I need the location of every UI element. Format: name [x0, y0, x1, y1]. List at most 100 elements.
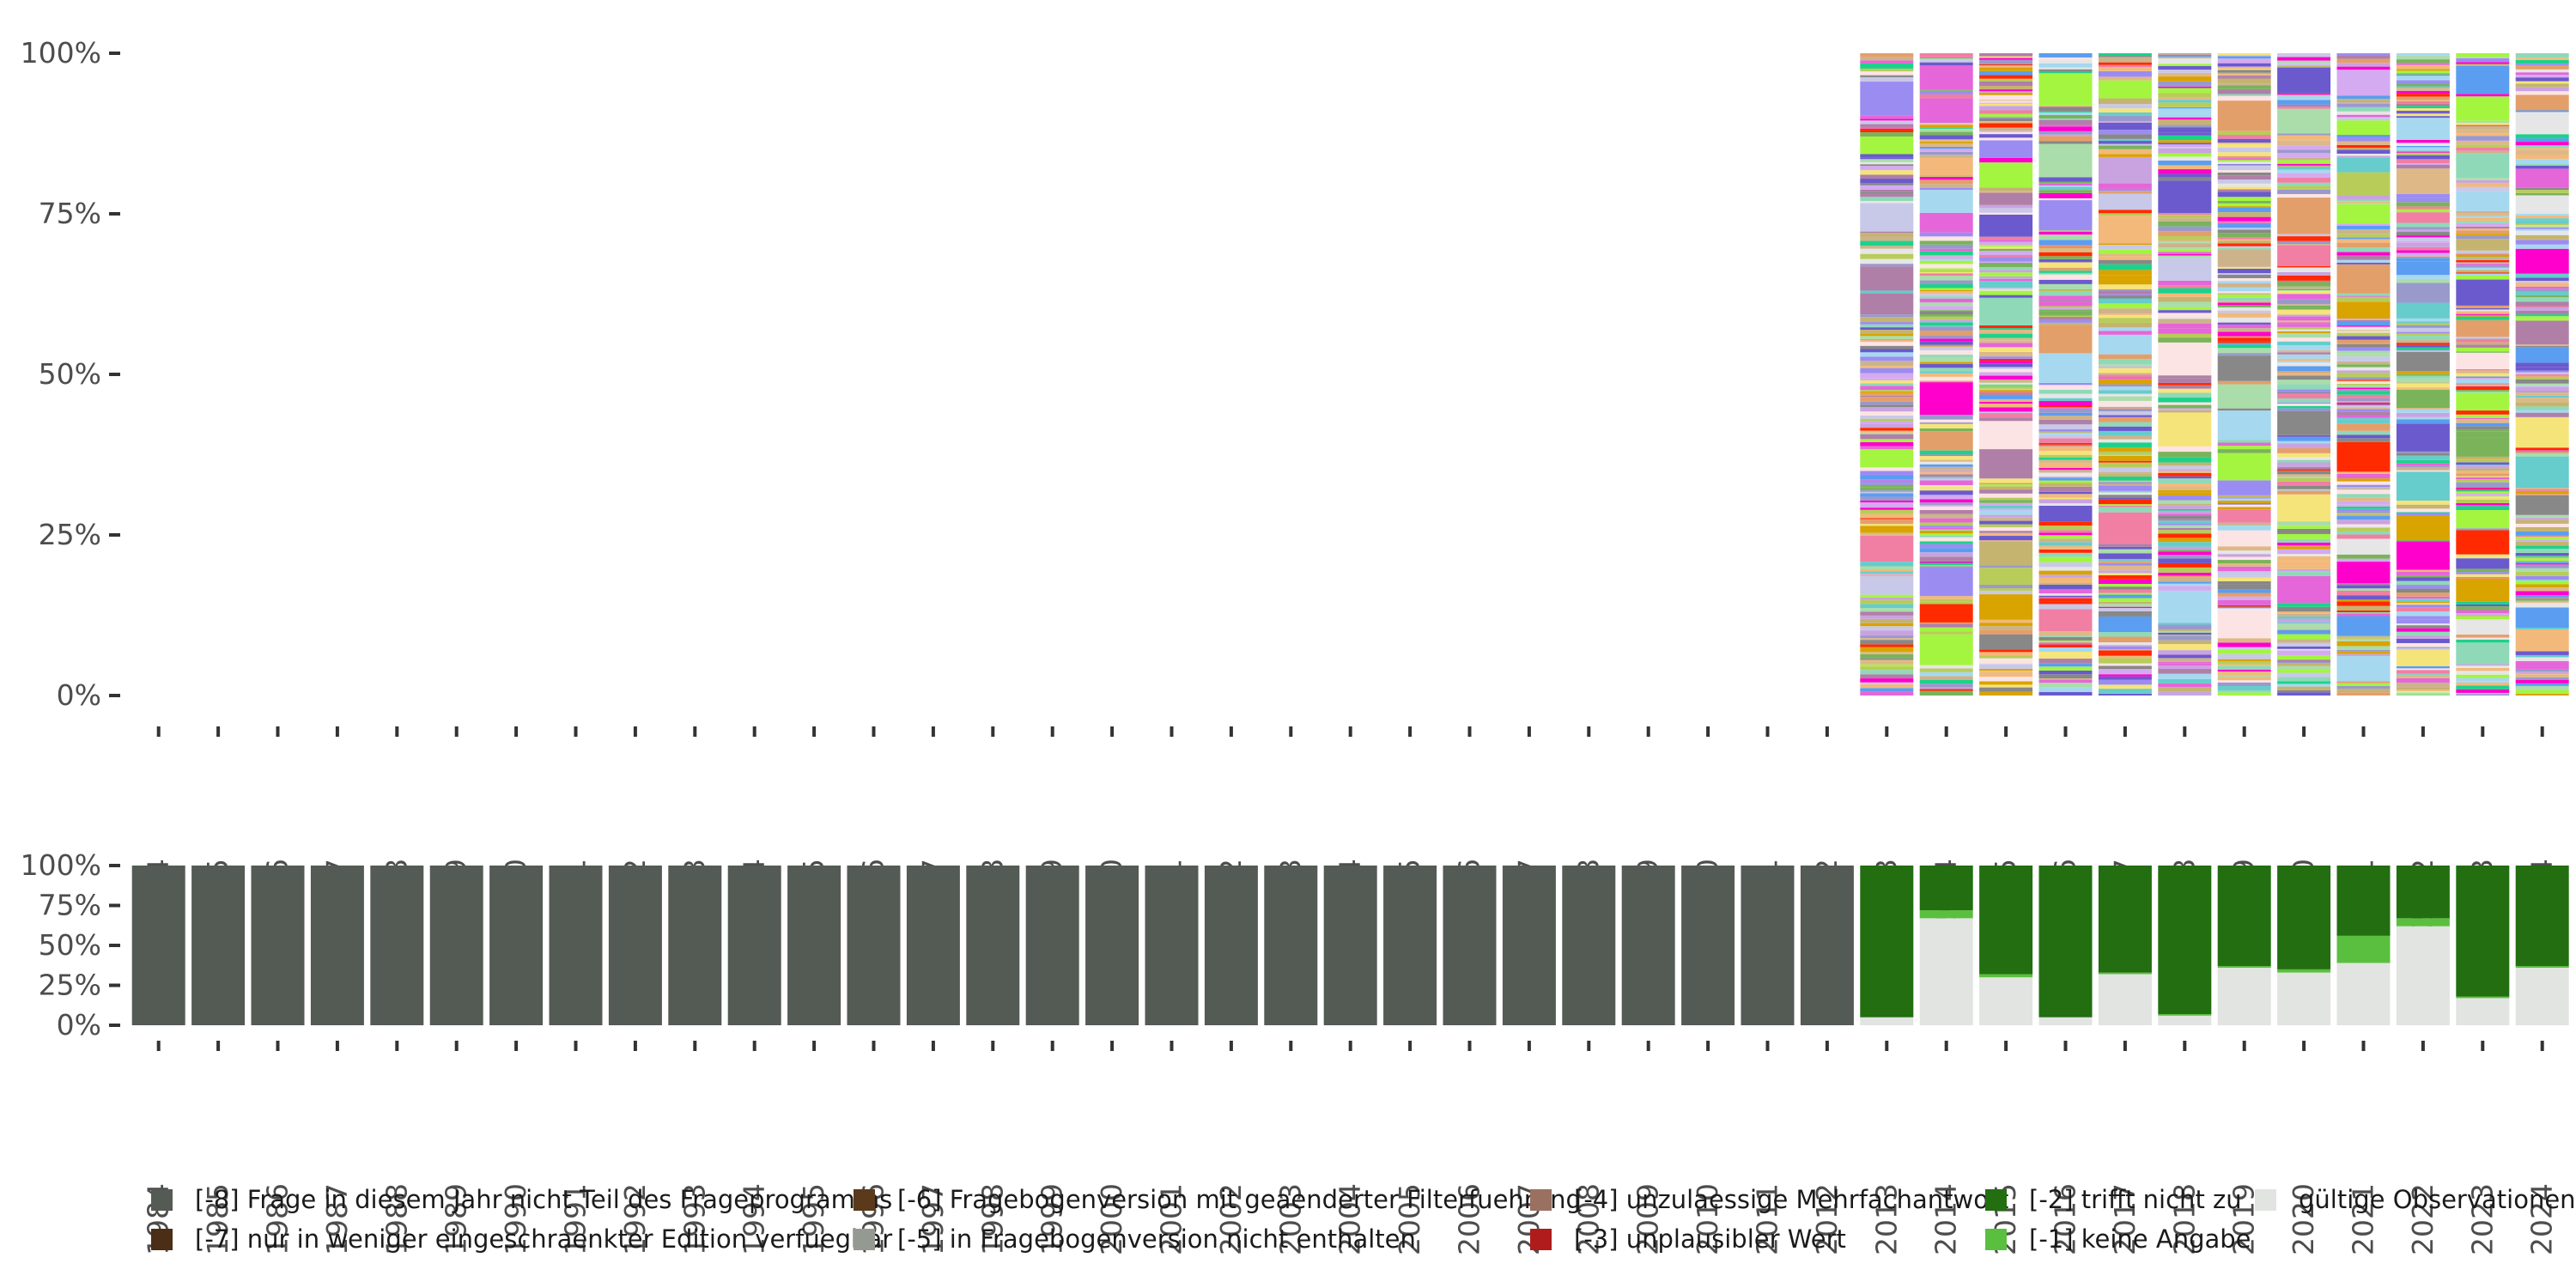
top-bar-segment	[1919, 298, 1973, 303]
top-bar-segment	[2158, 106, 2212, 109]
legend-item: gültige Observationen	[2255, 1185, 2576, 1214]
top-bar-segment	[1919, 623, 1973, 628]
top-bar-segment	[2038, 183, 2093, 186]
top-bar-segment	[2038, 200, 2093, 231]
top-bar-segment	[2098, 636, 2152, 643]
top-bar-segment	[2336, 419, 2391, 424]
top-bar-segment	[2217, 692, 2271, 696]
top-bar-segment	[1919, 212, 1973, 233]
top-bar-segment	[2456, 94, 2510, 97]
top-bar-segment	[1919, 485, 1973, 487]
top-bar-segment	[2396, 463, 2450, 466]
top-bar-segment	[2277, 639, 2331, 643]
top-bar-segment	[2515, 587, 2569, 592]
top-bar-segment	[2336, 326, 2391, 331]
top-bar-segment	[2158, 97, 2212, 100]
top-bar-segment	[2038, 270, 2093, 273]
top-bar-segment	[1860, 404, 1914, 407]
top-bar-segment	[1979, 587, 2033, 591]
top-bar-segment	[2277, 478, 2331, 482]
top-bar-segment	[2217, 328, 2271, 332]
top-bar-segment	[2038, 181, 2093, 184]
top-bar-segment	[2217, 281, 2271, 283]
top-bar-segment	[2515, 564, 2569, 568]
top-bar-segment	[2456, 222, 2510, 227]
top-bar-segment	[2038, 499, 2093, 504]
top-bar-segment	[2217, 355, 2271, 381]
top-bar-segment	[2456, 217, 2510, 222]
top-bar-segment	[1919, 127, 1973, 129]
top-bar-segment	[1919, 676, 1973, 680]
top-bar-segment	[2277, 575, 2331, 604]
top-bar-segment	[2217, 147, 2271, 153]
top-bar-segment	[2098, 138, 2152, 142]
top-bar-segment	[2396, 515, 2450, 540]
top-bar-segment	[2336, 501, 2391, 505]
top-bar-segment	[2038, 134, 2093, 137]
top-bar-segment	[1919, 461, 1973, 465]
top-bar-segment	[2277, 459, 2331, 463]
top-bar-segment	[2098, 368, 2152, 374]
top-bar-segment	[2396, 140, 2450, 143]
top-bar-segment	[1860, 53, 1914, 58]
top-bar-segment	[2158, 644, 2212, 646]
top-bar-segment	[1979, 246, 2033, 249]
top-bar-segment	[2456, 390, 2510, 392]
top-bar-segment	[2277, 173, 2331, 178]
top-bar-segment	[2456, 344, 2510, 348]
top-bar-segment	[1919, 151, 1973, 155]
top-bar-segment	[2515, 584, 2569, 588]
top-bar-segment	[2158, 575, 2212, 578]
top-bar-segment	[2277, 611, 2331, 614]
top-bar-segment	[2038, 601, 2093, 605]
bottom-x-tick-label: 2023	[2465, 1183, 2499, 1255]
top-bar-segment	[2456, 351, 2510, 353]
top-bar-segment	[2396, 639, 2450, 643]
top-bar-segment	[2336, 473, 2391, 479]
top-bar-segment	[1860, 406, 1914, 412]
top-bar-segment	[2336, 325, 2391, 327]
top-bar-segment	[2158, 492, 2212, 496]
top-bar-segment	[2158, 64, 2212, 66]
top-bar-segment	[1860, 483, 1914, 486]
bottom-bar-segment	[2158, 1015, 2212, 1025]
bottom-bar-segment	[191, 866, 246, 1025]
top-bar-segment	[2515, 665, 2569, 670]
top-bar-segment	[2277, 240, 2331, 242]
top-bar-segment	[2158, 691, 2212, 695]
top-bar-segment	[2277, 462, 2331, 467]
top-bar-segment	[2336, 415, 2391, 418]
bottom-x-tick-label: 2008	[1571, 1183, 1605, 1255]
top-bar-segment	[2277, 410, 2331, 435]
top-bar-segment	[2277, 447, 2331, 453]
top-bar-segment	[2396, 206, 2450, 209]
top-bar-segment	[2038, 640, 2093, 643]
top-bar-segment	[2158, 342, 2212, 376]
top-bar-segment	[2098, 393, 2152, 397]
top-bar-segment	[2217, 638, 2271, 643]
top-bar-segment	[2277, 471, 2331, 475]
top-bar-segment	[2456, 488, 2510, 489]
top-bar-segment	[1919, 128, 1973, 132]
top-bar-segment	[2396, 208, 2450, 210]
top-bar-segment	[2158, 102, 2212, 107]
top-bar-segment	[2098, 259, 2152, 264]
top-bar-segment	[1860, 349, 1914, 353]
top-bar-segment	[2456, 677, 2510, 682]
top-bar-segment	[2456, 178, 2510, 180]
top-bar-segment	[2336, 497, 2391, 501]
top-bar-segment	[2217, 605, 2271, 607]
top-bar-segment	[2396, 73, 2450, 75]
top-bar-segment	[2098, 505, 2152, 507]
top-bar-segment	[2277, 457, 2331, 460]
top-bar-segment	[2217, 186, 2271, 190]
top-bar-segment	[2277, 93, 2331, 95]
top-bar-segment	[2515, 165, 2569, 169]
top-bar-segment	[2158, 249, 2212, 252]
top-bar-segment	[2038, 317, 2093, 320]
top-bar-segment	[2217, 69, 2271, 70]
top-bar-segment	[2515, 69, 2569, 73]
top-bar-segment	[2515, 392, 2569, 396]
top-bar-segment	[2217, 580, 2271, 585]
top-bar-segment	[2336, 343, 2391, 346]
